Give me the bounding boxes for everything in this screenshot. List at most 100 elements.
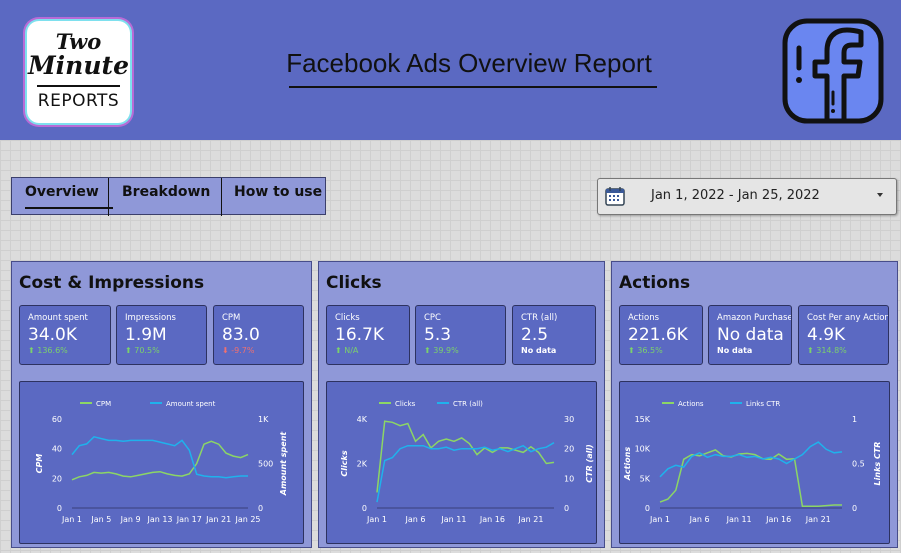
y-tick-label: 5K (640, 474, 651, 483)
kpi-label: Amount spent (28, 313, 88, 323)
x-tick-label: Jan 6 (404, 515, 425, 524)
legend-label: Amount spent (166, 400, 216, 408)
kpi-change-value: N/A (344, 346, 359, 355)
x-tick-label: Jan 1 (61, 515, 82, 524)
y-tick-label: 0 (57, 504, 62, 513)
kpi-change: ⬆ 70.5% (125, 346, 160, 355)
series-line-links-ctr (659, 441, 843, 478)
chart-clicks-ctr: Clicks CTR (all) 0 2K 4K 0 10 20 30 Jan 1 Jan 6 Jan… (326, 381, 597, 544)
y2-tick-label: 0.5 (852, 460, 865, 469)
brand-logo: Two Minute REPORTS (27, 21, 130, 123)
x-tick-label: Jan 13 (146, 515, 172, 524)
kpi-value: 34.0K (28, 325, 77, 345)
y-tick-label: 10K (635, 445, 651, 454)
y-tick-label: 20 (52, 474, 62, 483)
legend-label: CTR (all) (453, 400, 483, 408)
series-line-actions (659, 449, 842, 507)
kpi-label: Impressions (125, 313, 176, 323)
legend-label: Links CTR (746, 400, 780, 408)
kpi-label: Cost Per any Action (807, 313, 889, 323)
y-tick-label: 2K (357, 460, 368, 469)
line-chart: CPM Amount spent 0 20 40 60 0 500 1K Jan 1 Jan 5 Ja… (35, 400, 288, 524)
facebook-logo-icon (782, 18, 884, 124)
title-underline (289, 86, 657, 88)
legend-label: Actions (678, 400, 704, 408)
kpi-card-impressions: Impressions 1.9M ⬆ 70.5% (116, 305, 207, 365)
y-tick-label: 15K (635, 415, 651, 424)
kpi-label: Actions (628, 313, 660, 323)
kpi-change-value: 314.8% (816, 346, 847, 355)
y-tick-label: 0 (362, 504, 367, 513)
panel-actions: Actions Actions 221.6K ⬆ 36.5% Amazon Pu… (611, 261, 898, 548)
panel-cost-impressions: Cost & Impressions Amount spent 34.0K ⬆ … (11, 261, 312, 548)
y2-tick-label: 500 (258, 460, 273, 469)
kpi-change: No data (717, 346, 753, 355)
logo-divider (37, 85, 120, 87)
tab-divider (108, 178, 109, 216)
kpi-card-cost-per-action: Cost Per any Action 4.9K ⬆ 314.8% (798, 305, 889, 365)
legend-label: CPM (96, 400, 111, 408)
y-axis-title: Actions (623, 447, 632, 481)
panel-title: Clicks (326, 273, 382, 293)
series-line-clicks (376, 420, 555, 493)
kpi-change: ⬆ 39.9% (424, 346, 459, 355)
arrow-up-icon: ⬆ (807, 346, 817, 355)
kpi-change-value: 36.5% (637, 346, 663, 355)
y2-tick-label: 0 (258, 504, 263, 513)
y2-tick-label: 30 (564, 415, 574, 424)
kpi-change: ⬆ 36.5% (628, 346, 663, 355)
kpi-change: ⬆ 136.6% (28, 346, 68, 355)
kpi-label: CPC (424, 313, 441, 323)
tab-overview[interactable]: Overview (25, 184, 99, 200)
x-tick-label: Jan 1 (366, 515, 387, 524)
y2-axis-title: CTR (all) (585, 444, 594, 482)
arrow-up-icon: ⬆ (424, 346, 434, 355)
y-axis-title: CPM (35, 454, 44, 474)
x-tick-label: Jan 16 (765, 515, 791, 524)
page-title: Facebook Ads Overview Report (286, 48, 652, 78)
kpi-change-value: 136.6% (37, 346, 68, 355)
kpi-change: ⬇ -9.7% (222, 346, 254, 355)
chart-actions-links-ctr: Actions Links CTR 0 5K 10K 15K 0 0.5 1 Jan 1 Jan 6… (619, 381, 890, 544)
y2-tick-label: 0 (564, 504, 569, 513)
y-tick-label: 4K (357, 415, 368, 424)
tab-how-to-use[interactable]: How to use (234, 184, 323, 200)
kpi-value: 4.9K (807, 325, 846, 345)
panel-title: Actions (619, 273, 691, 293)
y-tick-label: 0 (645, 504, 650, 513)
kpi-value: 2.5 (521, 325, 549, 345)
x-tick-label: Jan 6 (689, 515, 710, 524)
y2-axis-title: Links CTR (873, 442, 882, 486)
logo-line-3: REPORTS (37, 91, 120, 111)
tab-breakdown[interactable]: Breakdown (122, 184, 211, 200)
kpi-value: No data (717, 325, 784, 345)
kpi-label: Amazon Purchase Z (717, 313, 792, 323)
chevron-down-icon (877, 193, 883, 197)
y2-tick-label: 1K (258, 415, 269, 424)
line-chart: Clicks CTR (all) 0 2K 4K 0 10 20 30 Jan 1 Jan 6 Jan… (340, 400, 594, 524)
kpi-value: 16.7K (335, 325, 384, 345)
x-tick-label: Jan 17 (176, 515, 202, 524)
series-line-amount-spent (71, 435, 248, 479)
arrow-up-icon: ⬆ (28, 346, 38, 355)
kpi-card-cpm: CPM 83.0 ⬇ -9.7% (213, 305, 304, 365)
report-tabs: Overview Breakdown How to use (11, 177, 326, 216)
logo-line-2: Minute (28, 51, 129, 80)
active-tab-indicator (25, 207, 113, 209)
arrow-up-icon: ⬆ (125, 346, 135, 355)
kpi-card-clicks: Clicks 16.7K ⬆ N/A (326, 305, 410, 365)
y2-tick-label: 0 (852, 504, 857, 513)
x-tick-label: Jan 1 (649, 515, 670, 524)
y2-tick-label: 1 (852, 415, 857, 424)
kpi-change: ⬆ 314.8% (807, 346, 847, 355)
kpi-value: 83.0 (222, 325, 260, 345)
date-range-picker[interactable]: Jan 1, 2022 - Jan 25, 2022 (597, 178, 897, 215)
x-tick-label: Jan 21 (205, 515, 231, 524)
kpi-value: 221.6K (628, 325, 688, 345)
kpi-change: No data (521, 346, 557, 355)
line-chart: Actions Links CTR 0 5K 10K 15K 0 0.5 1 Jan 1 Jan 6… (623, 400, 882, 524)
panel-clicks: Clicks Clicks 16.7K ⬆ N/A CPC 5.3 ⬆ 39.9… (318, 261, 605, 548)
x-tick-label: Jan 21 (805, 515, 831, 524)
tab-divider (221, 178, 222, 216)
kpi-value: 1.9M (125, 325, 167, 345)
